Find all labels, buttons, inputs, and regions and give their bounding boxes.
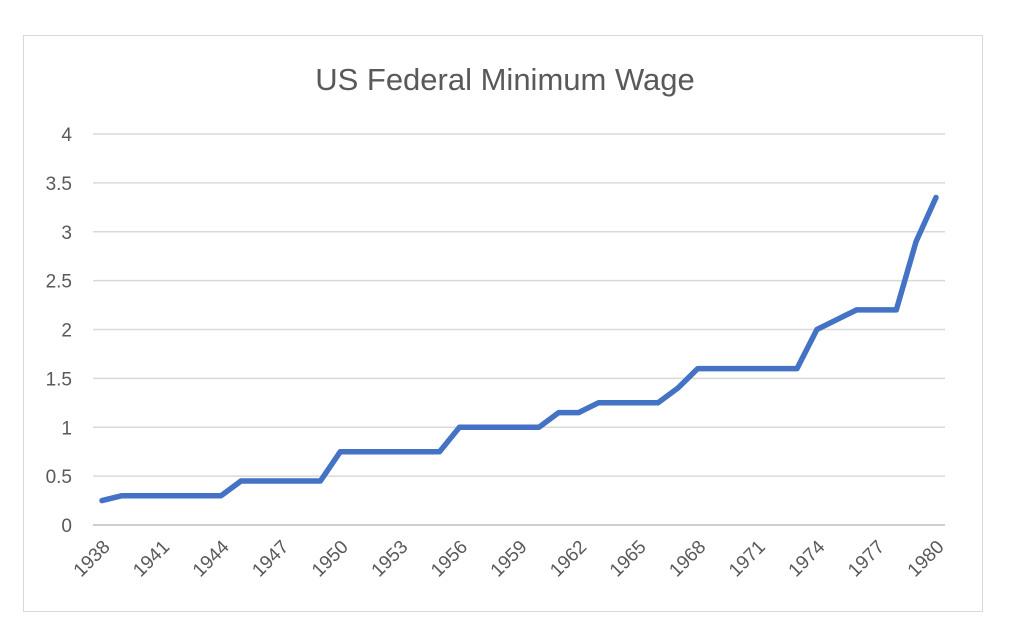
x-tick-label: 1971	[725, 537, 770, 582]
y-tick-label: 3	[61, 223, 72, 244]
x-tick-label: 1977	[844, 537, 889, 582]
chart-title: US Federal Minimum Wage	[315, 62, 695, 97]
x-tick-label: 1944	[189, 536, 234, 581]
y-tick-label: 4	[61, 125, 72, 146]
x-tick-label: 1953	[368, 537, 413, 582]
y-tick-label: 0.5	[46, 467, 72, 488]
x-tick-label: 1959	[487, 537, 532, 582]
x-tick-label: 1938	[70, 537, 115, 582]
x-axis-ticks: 1938 1941 1944 1947 1950 1953 1956 1959 1962 1965…	[70, 536, 949, 581]
x-tick-label: 1974	[785, 536, 830, 581]
series-group	[99, 194, 939, 504]
y-tick-label: 2.5	[46, 272, 72, 293]
y-tick-label: 0	[61, 516, 72, 537]
y-tick-label: 1	[61, 418, 72, 439]
x-tick-label: 1968	[666, 537, 711, 582]
y-tick-label: 3.5	[46, 174, 72, 195]
x-tick-label: 1962	[546, 537, 591, 582]
x-tick-label: 1947	[249, 537, 294, 582]
y-axis-ticks: 0 0.5 1 1.5 2 2.5 3 3.5 4	[46, 125, 73, 537]
y-tick-label: 1.5	[46, 369, 72, 390]
x-tick-label: 1980	[904, 537, 949, 582]
gridlines	[93, 133, 945, 526]
x-tick-label: 1965	[606, 537, 651, 582]
x-tick-label: 1941	[129, 537, 174, 582]
series-line	[99, 194, 939, 504]
y-tick-label: 2	[61, 321, 72, 342]
x-tick-label: 1950	[308, 537, 353, 582]
x-tick-label: 1956	[427, 537, 472, 582]
